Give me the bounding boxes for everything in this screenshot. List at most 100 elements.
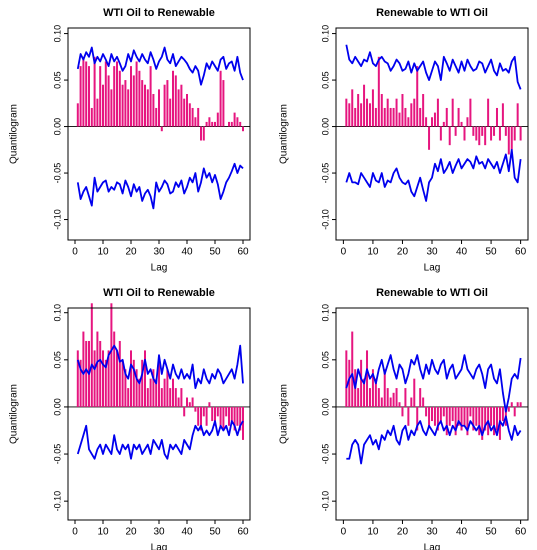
bar [357, 388, 360, 407]
bar [135, 369, 138, 407]
bar [200, 126, 202, 141]
bar [357, 94, 360, 127]
bar [383, 369, 386, 407]
bar [158, 359, 160, 407]
bar [144, 350, 146, 407]
x-tick-label: 10 [367, 247, 379, 258]
bar [93, 350, 96, 407]
bar [478, 126, 481, 146]
bar [230, 406, 233, 422]
bar [445, 107, 448, 127]
bar [401, 94, 404, 127]
bar [211, 406, 214, 422]
bar [155, 378, 158, 407]
x-tick-label: 60 [237, 527, 249, 538]
x-tick-label: 20 [397, 247, 409, 258]
bar [202, 406, 205, 417]
bar [490, 126, 493, 141]
bar [107, 350, 110, 407]
y-tick-label: 0.00 [52, 398, 62, 416]
bar [392, 392, 395, 407]
bar [360, 103, 363, 127]
x-tick-label: 0 [72, 247, 78, 258]
bar [433, 406, 436, 426]
bar [457, 406, 460, 426]
bar [172, 70, 174, 127]
bar [177, 397, 180, 407]
x-axis-label: Lag [424, 263, 441, 274]
bar [183, 406, 186, 417]
bar [439, 406, 442, 422]
bar [110, 303, 113, 407]
bound-line [76, 420, 244, 460]
bar [85, 340, 88, 407]
bar [160, 126, 163, 132]
bar [433, 112, 436, 127]
bar [138, 378, 141, 407]
bar [104, 359, 107, 407]
y-tick-label: 0.10 [320, 25, 330, 43]
bar [513, 406, 516, 417]
bar [472, 406, 475, 431]
bar [214, 406, 216, 426]
bar [431, 117, 433, 127]
bar [363, 84, 366, 127]
bar [392, 107, 395, 127]
bar [413, 98, 416, 127]
bar [425, 117, 428, 127]
bar [380, 397, 383, 407]
bar [194, 117, 197, 127]
bar [96, 98, 99, 127]
bar [419, 107, 422, 127]
bar [88, 66, 90, 127]
bar [484, 406, 487, 431]
bar [401, 406, 404, 417]
x-tick-label: 10 [97, 247, 109, 258]
bar [180, 388, 183, 407]
bar [138, 70, 141, 127]
bar [368, 103, 371, 127]
bar [205, 406, 208, 426]
bar [169, 388, 172, 407]
bar [351, 331, 354, 407]
bar [516, 103, 519, 127]
bar [389, 107, 392, 127]
bar [460, 406, 463, 431]
bar [102, 350, 104, 407]
bar [239, 121, 242, 127]
bar [386, 98, 389, 127]
bar [160, 388, 163, 407]
bar [127, 89, 130, 127]
bar [510, 402, 513, 407]
bar [363, 378, 366, 407]
bar [493, 126, 496, 136]
bar [366, 98, 369, 127]
x-tick-label: 0 [341, 247, 347, 258]
bar [436, 98, 439, 127]
bar [239, 406, 242, 431]
y-tick-label: -0.10 [52, 209, 62, 230]
x-tick-label: 30 [426, 527, 438, 538]
bar [495, 107, 498, 127]
bar [113, 331, 116, 407]
bar [149, 66, 152, 127]
panel: Renewable to WTI Oil Lag Quantilogram 0 10 20… [279, 287, 529, 550]
bar [519, 126, 522, 141]
panel: WTI Oil to Renewable Lag Quantilogram 0 10 20… [9, 287, 251, 550]
bar [345, 98, 348, 127]
bar [510, 126, 513, 150]
bar [360, 359, 363, 407]
x-tick-label: 20 [397, 527, 409, 538]
bar [208, 117, 211, 127]
bar [194, 406, 197, 412]
bar [513, 126, 516, 141]
x-tick-label: 10 [367, 527, 379, 538]
bar [113, 66, 116, 127]
bar [501, 103, 504, 127]
bar [478, 406, 481, 436]
bar [377, 388, 380, 407]
chart-title: WTI Oil to Renewable [103, 7, 215, 19]
x-tick-label: 30 [153, 527, 165, 538]
bar [484, 126, 487, 146]
bar [135, 61, 138, 127]
